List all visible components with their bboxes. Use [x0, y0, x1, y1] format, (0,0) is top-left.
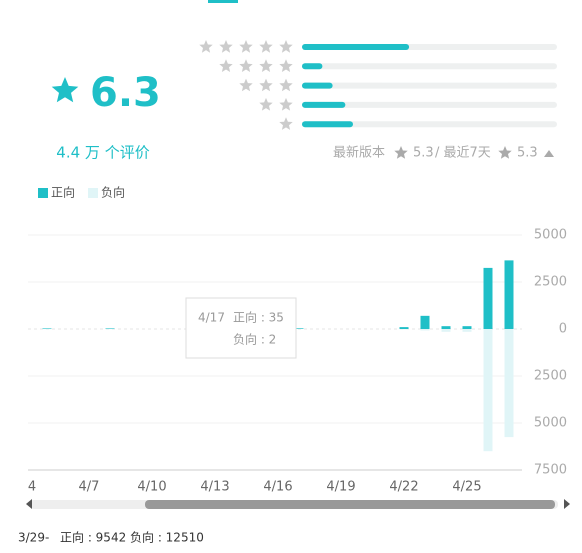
star-icon [259, 97, 273, 111]
y-tick-label: 2500 [534, 369, 567, 384]
scroll-left[interactable] [26, 499, 32, 509]
bar [420, 329, 430, 331]
tab-indicator [208, 0, 238, 3]
star-icon [239, 78, 253, 92]
scroll-thumb[interactable] [145, 500, 555, 509]
bar [294, 328, 304, 329]
recent-score: 5.3 [517, 146, 538, 161]
rating-bar [302, 44, 410, 50]
rating-bar [302, 101, 346, 108]
star-icon [219, 40, 233, 53]
scroll-right[interactable] [564, 499, 570, 509]
summary-negative: 负向 : 12510 [130, 530, 204, 545]
tooltip-date: 4/17 [198, 311, 225, 325]
bar [105, 328, 115, 329]
tooltip-negative: 负向 : 2 [233, 332, 276, 347]
star-icon [219, 59, 233, 72]
rating-bar [302, 82, 333, 89]
rating-bar [302, 63, 323, 70]
version-label: 最新版本 [333, 145, 385, 161]
star-icon [259, 59, 273, 72]
rating-track [302, 121, 557, 128]
x-tick-label: 4/10 [137, 480, 166, 495]
x-tick-label: 4/22 [389, 480, 418, 495]
y-tick-label: 7500 [534, 463, 567, 478]
x-tick-label: 4/25 [452, 480, 481, 495]
rating-track [302, 82, 557, 89]
y-tick-label: 5000 [534, 228, 567, 243]
bar [462, 329, 472, 332]
star-icon [394, 146, 408, 159]
rating-track [302, 63, 557, 70]
summary-range: 3/29- [18, 531, 49, 545]
star-icon [199, 40, 213, 53]
bar [42, 328, 52, 329]
x-tick-label: 4/7 [79, 480, 100, 495]
rating-count: 4.4 万 个评价 [56, 144, 149, 162]
tooltip-positive: 正向 : 35 [233, 310, 284, 325]
legend-label: 负向 [101, 185, 125, 200]
bar [441, 326, 451, 329]
star-icon [279, 97, 293, 111]
recent-label: / 最近7天 [435, 146, 491, 161]
x-tick-label: 4/13 [200, 480, 229, 495]
star-icon [239, 59, 253, 72]
rating-track [302, 101, 557, 108]
x-tick-label: 4 [28, 480, 36, 495]
bar [441, 329, 451, 332]
star-icon [498, 146, 512, 159]
legend-swatch [88, 188, 98, 198]
tooltip [185, 297, 297, 359]
rating-bar [302, 121, 353, 128]
bar [420, 315, 430, 329]
collapse-arrow[interactable] [544, 150, 554, 157]
star-icon [259, 40, 273, 53]
star-icon [259, 78, 273, 92]
score: 6.3 [90, 70, 161, 116]
bar [504, 260, 514, 329]
star-icon [279, 78, 293, 92]
star-icon [279, 59, 293, 72]
star-icon [279, 117, 293, 130]
star-icon [279, 40, 293, 53]
version-score: 5.3 [413, 146, 434, 161]
y-tick-label: 5000 [534, 416, 567, 431]
bar [462, 326, 472, 329]
bar [483, 267, 493, 329]
bar [483, 329, 493, 452]
bar [504, 329, 514, 438]
y-tick-label: 0 [559, 322, 567, 337]
star-icon [239, 40, 253, 53]
star-icon [51, 77, 79, 103]
bar [399, 327, 409, 329]
summary-positive: 正向 : 9542 [60, 530, 126, 545]
legend-label: 正向 [51, 185, 75, 200]
x-tick-label: 4/16 [263, 480, 292, 495]
legend-swatch [38, 188, 48, 198]
y-tick-label: 2500 [534, 275, 567, 290]
x-tick-label: 4/19 [326, 480, 355, 495]
